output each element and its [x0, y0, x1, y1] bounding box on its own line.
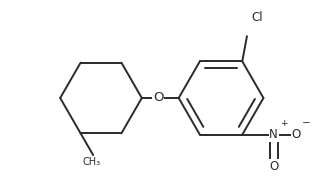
Text: Cl: Cl — [252, 11, 263, 24]
Text: O: O — [153, 92, 164, 104]
Text: N: N — [269, 128, 278, 141]
Text: +: + — [280, 119, 287, 128]
Text: O: O — [291, 128, 300, 141]
Text: −: − — [302, 118, 310, 128]
Text: CH₃: CH₃ — [82, 157, 101, 167]
Text: O: O — [269, 160, 278, 173]
